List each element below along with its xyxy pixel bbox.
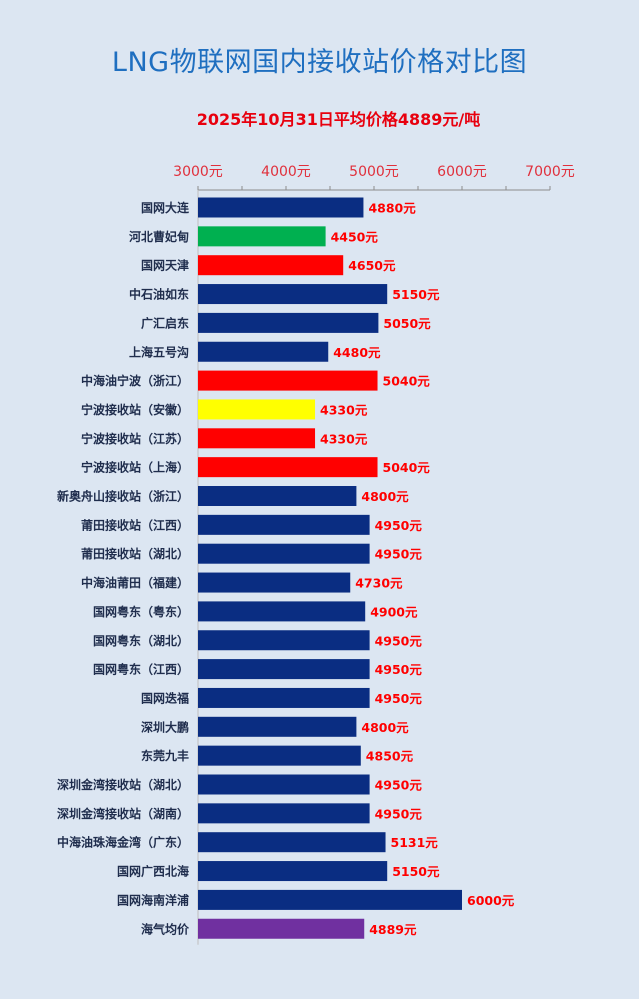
- category-label: 国网海南洋浦: [117, 892, 189, 907]
- bar: [198, 774, 370, 795]
- data-label: 4480元: [333, 345, 381, 360]
- bar: [198, 918, 365, 939]
- bar: [198, 572, 351, 593]
- category-label: 中海油珠海金湾（广东）: [57, 835, 189, 850]
- bar: [198, 659, 370, 680]
- bar: [198, 457, 378, 478]
- category-label: 国网天津: [141, 258, 189, 273]
- data-label: 4889元: [369, 922, 417, 937]
- category-label: 国网迭福: [141, 690, 189, 705]
- bar: [198, 803, 370, 824]
- data-label: 4800元: [361, 720, 409, 735]
- category-label: 上海五号沟: [129, 344, 189, 359]
- bar: [198, 255, 344, 276]
- bar: [198, 861, 388, 882]
- bar: [198, 716, 357, 737]
- data-label: 4450元: [331, 229, 379, 244]
- category-label: 深圳大鹏: [141, 719, 189, 734]
- data-label: 6000元: [467, 893, 515, 908]
- bar: [198, 745, 361, 766]
- data-label: 4330元: [320, 402, 368, 417]
- x-tick-label: 3000元: [173, 164, 223, 180]
- bar: [198, 832, 386, 853]
- x-tick-label: 5000元: [349, 164, 399, 180]
- data-label: 5150元: [392, 864, 440, 879]
- category-label: 莆田接收站（湖北）: [81, 546, 189, 561]
- category-label: 深圳金湾接收站（湖南）: [57, 806, 189, 821]
- data-label: 4950元: [375, 547, 423, 562]
- data-label: 4880元: [368, 201, 416, 216]
- data-label: 5040元: [383, 374, 431, 389]
- bar: [198, 889, 462, 910]
- category-label: 新奥舟山接收站（浙江）: [57, 489, 189, 504]
- data-label: 4330元: [320, 431, 368, 446]
- bar: [198, 486, 357, 506]
- bar: [198, 370, 378, 391]
- bar: [198, 399, 316, 420]
- chart-title: LNG物联网国内接收站价格对比图: [111, 47, 528, 78]
- x-tick-label: 7000元: [525, 164, 575, 180]
- category-label: 中石油如东: [129, 287, 189, 302]
- category-label: 国网粤东（江西）: [93, 662, 189, 677]
- bar: [198, 601, 366, 622]
- bar: [198, 197, 364, 218]
- data-label: 5150元: [392, 287, 440, 302]
- category-label: 国网粤东（湖北）: [93, 633, 189, 648]
- category-label: 国网大连: [141, 200, 190, 215]
- bar: [198, 514, 370, 535]
- bar: [198, 341, 329, 362]
- data-label: 4800元: [361, 489, 409, 504]
- category-label: 中海油莆田（福建）: [81, 575, 189, 590]
- data-label: 4950元: [375, 806, 423, 821]
- data-label: 5050元: [383, 316, 431, 331]
- category-label: 莆田接收站（江西）: [81, 517, 189, 532]
- category-label: 国网广西北海: [117, 864, 189, 879]
- bar: [198, 687, 370, 708]
- data-label: 4950元: [375, 633, 423, 648]
- data-label: 4730元: [355, 576, 403, 591]
- x-tick-label: 6000元: [437, 164, 487, 180]
- data-label: 4900元: [370, 604, 418, 619]
- bar: [198, 284, 388, 305]
- category-label: 宁波接收站（江苏）: [81, 431, 189, 446]
- category-label: 海气均价: [141, 921, 190, 936]
- category-label: 中海油宁波（浙江）: [81, 373, 189, 388]
- category-label: 广汇启东: [141, 315, 189, 330]
- category-label: 国网粤东（粤东）: [93, 604, 189, 619]
- data-label: 4950元: [375, 662, 423, 677]
- category-label: 深圳金湾接收站（湖北）: [57, 777, 189, 792]
- data-label: 5131元: [391, 835, 439, 850]
- x-tick-label: 4000元: [261, 164, 311, 180]
- category-label: 宁波接收站（安徽）: [81, 402, 189, 417]
- data-label: 4950元: [375, 778, 423, 793]
- bar: [198, 428, 316, 449]
- bar: [198, 630, 370, 651]
- data-label: 5040元: [383, 460, 431, 475]
- bar: [198, 226, 326, 247]
- data-label: 4950元: [375, 691, 423, 706]
- chart-subtitle: 2025年10月31日平均价格4889元/吨: [196, 110, 481, 129]
- bar: [198, 312, 379, 333]
- data-label: 4850元: [366, 749, 414, 764]
- category-label: 东莞九丰: [141, 748, 189, 763]
- category-label: 河北曹妃甸: [128, 229, 189, 244]
- data-label: 4950元: [375, 518, 423, 533]
- bar: [198, 543, 370, 564]
- data-label: 4650元: [348, 258, 396, 273]
- category-label: 宁波接收站（上海）: [81, 460, 189, 475]
